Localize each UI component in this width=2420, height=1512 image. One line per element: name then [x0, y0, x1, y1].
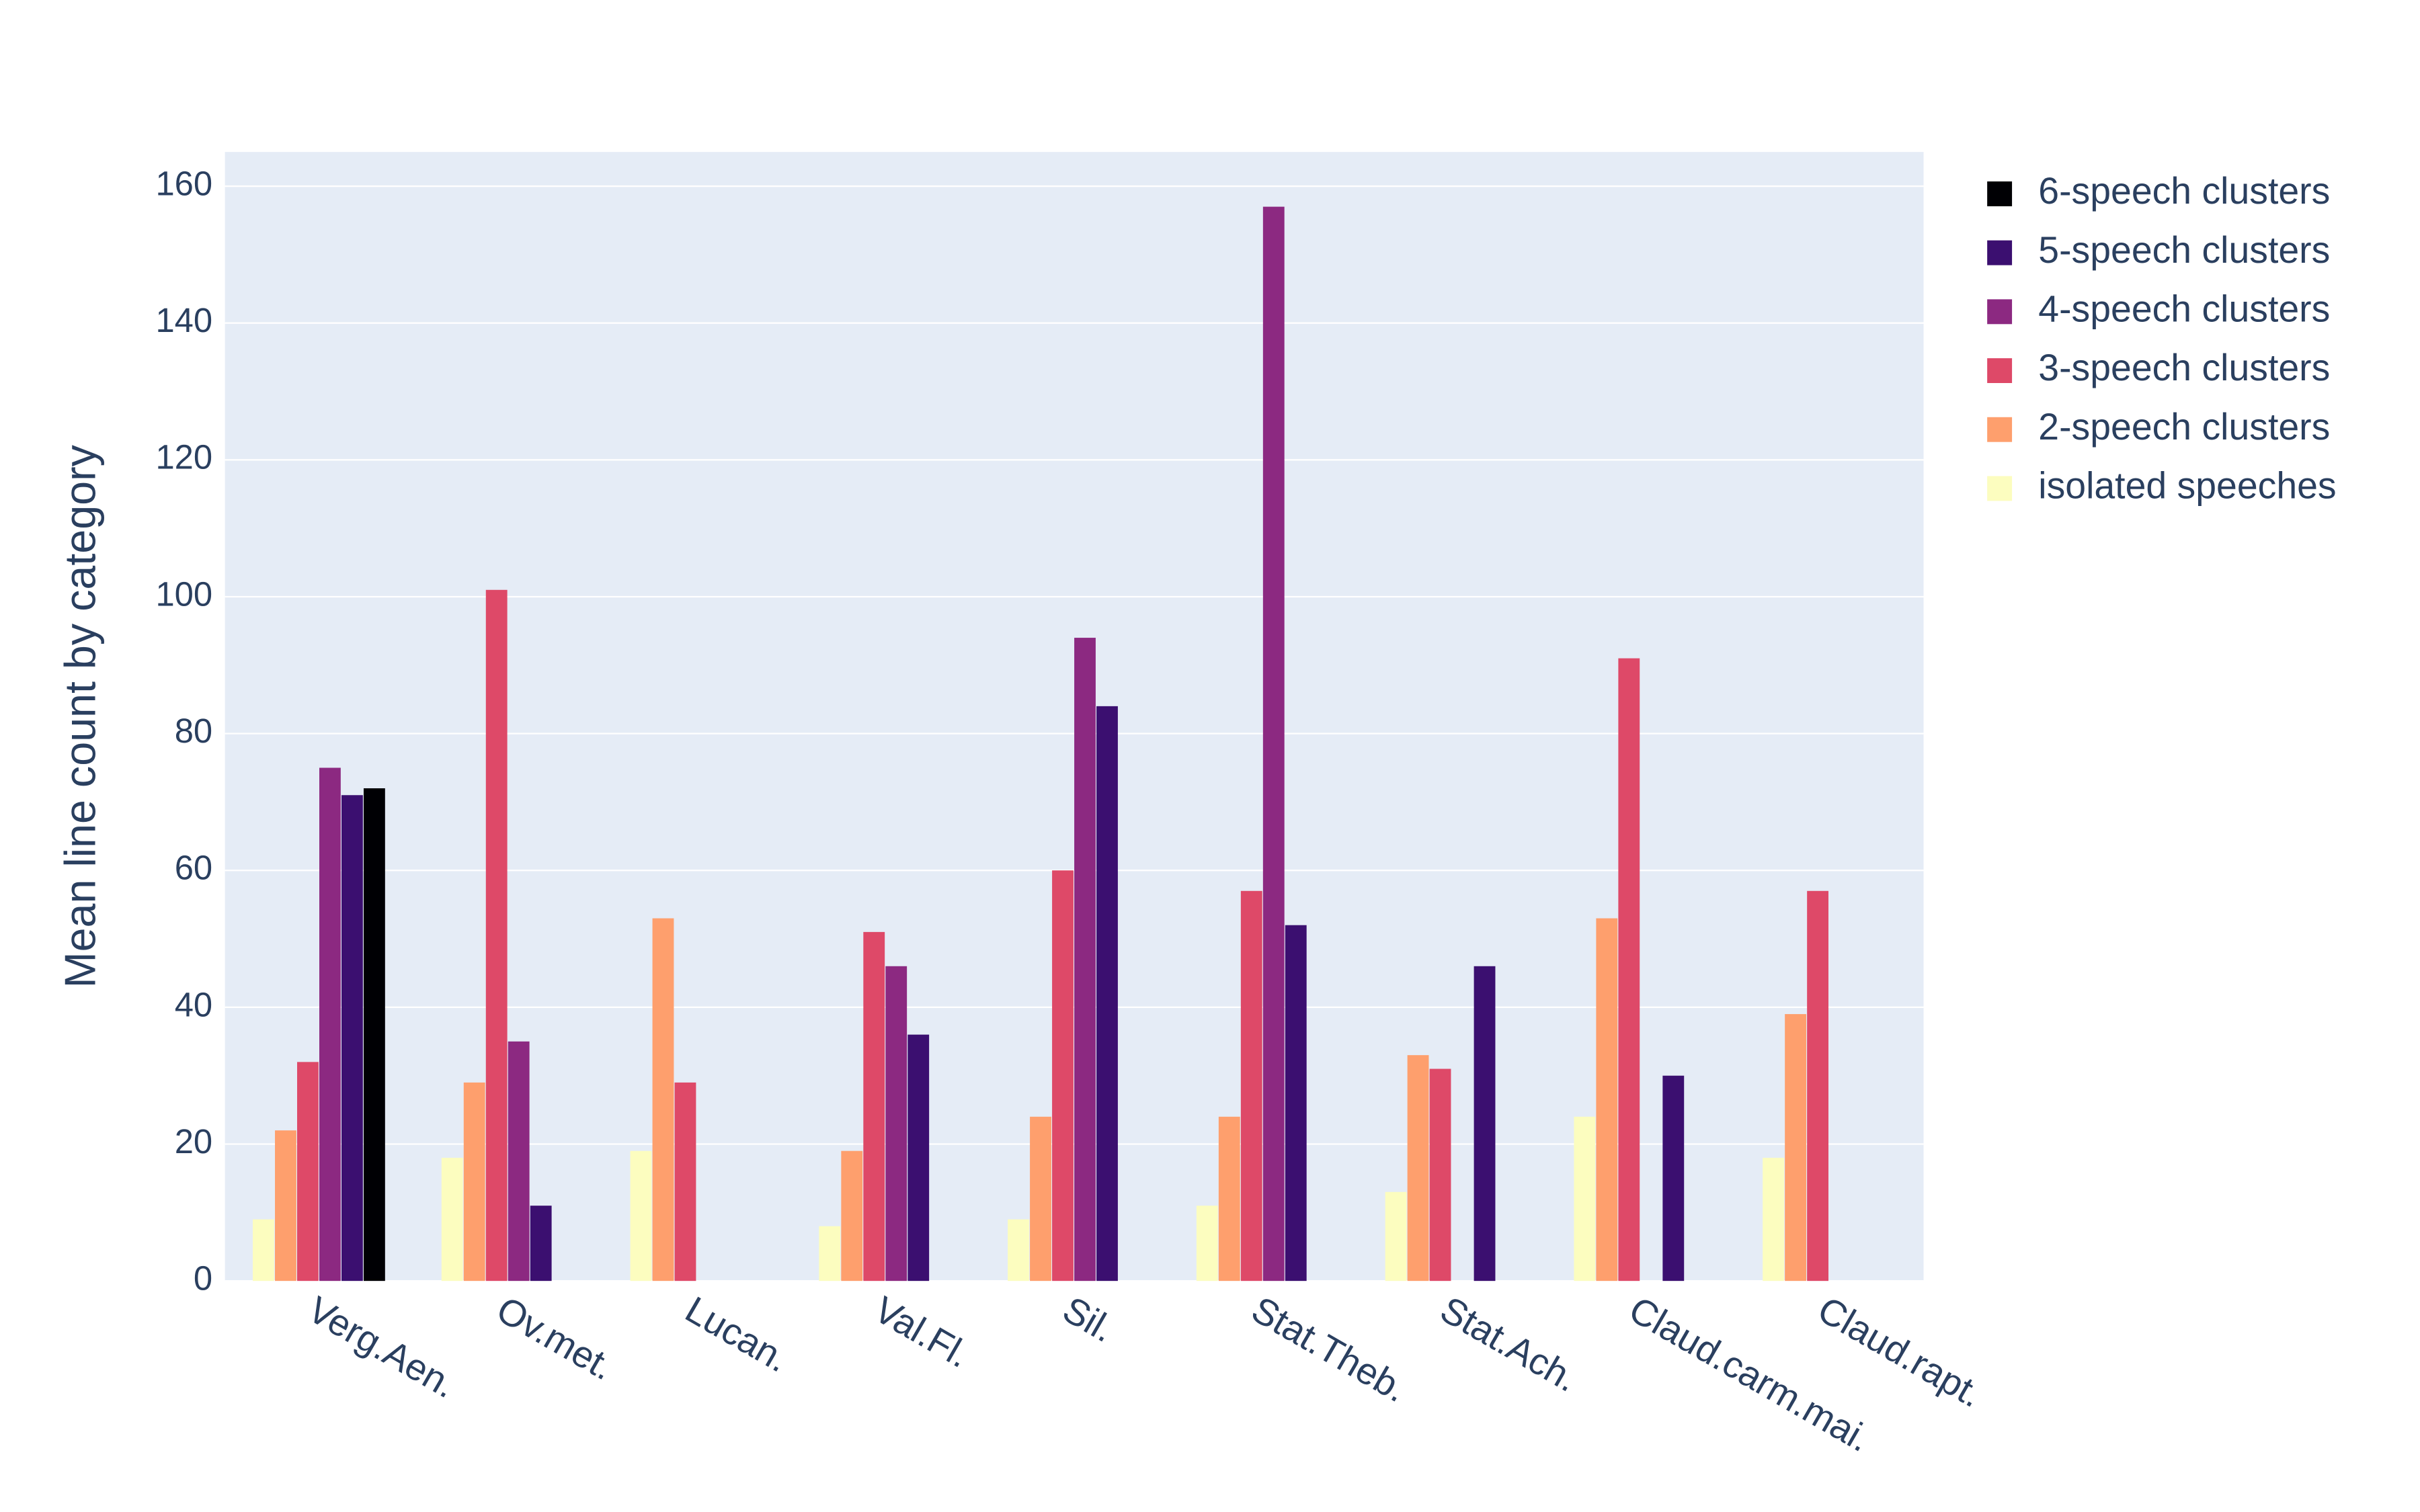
bar	[485, 589, 508, 1282]
bar	[319, 767, 341, 1282]
x-tick-label: Stat.Ach.	[1433, 1288, 1585, 1400]
bar	[1474, 966, 1496, 1282]
bar	[275, 1130, 296, 1282]
legend-label: 3-speech clusters	[2038, 347, 2330, 388]
y-tick-label: 20	[175, 1122, 212, 1161]
bar	[463, 1082, 485, 1282]
y-tick-label: 0	[194, 1259, 212, 1298]
bar	[508, 1041, 530, 1282]
bar	[1285, 925, 1307, 1282]
bar	[1807, 890, 1828, 1282]
y-tick-label: 80	[175, 712, 212, 750]
bar	[1052, 870, 1074, 1282]
x-tick-label: Val.Fl.	[867, 1288, 977, 1376]
bar	[819, 1226, 841, 1282]
x-tick-label: Sil.	[1056, 1288, 1122, 1350]
bar	[1574, 1116, 1596, 1282]
legend-swatch	[1987, 358, 2013, 383]
bar	[441, 1157, 463, 1282]
bar	[1096, 706, 1118, 1282]
bar	[1596, 918, 1618, 1282]
bar	[363, 788, 385, 1282]
bar	[1429, 1068, 1451, 1282]
bar	[1763, 1157, 1785, 1282]
legend-label: isolated speeches	[2038, 465, 2336, 507]
legend-swatch	[1987, 476, 2013, 501]
bar	[908, 1034, 930, 1282]
y-tick-label: 100	[155, 575, 212, 613]
bar	[1030, 1116, 1051, 1282]
bar	[341, 795, 363, 1282]
bar	[841, 1150, 863, 1282]
y-tick-label: 140	[155, 301, 212, 339]
x-tick-label: Verg.Aen.	[301, 1288, 464, 1406]
bar	[1262, 206, 1285, 1282]
bar	[253, 1219, 274, 1282]
x-tick-label: Lucan.	[678, 1288, 796, 1380]
legend-label: 5-speech clusters	[2038, 229, 2330, 271]
legend-label: 2-speech clusters	[2038, 406, 2330, 448]
bar	[1618, 658, 1640, 1282]
y-tick-label: 160	[155, 164, 212, 202]
y-tick-label: 120	[155, 438, 212, 476]
bar	[1218, 1116, 1240, 1282]
y-tick-label: 60	[175, 849, 212, 887]
bar	[1008, 1219, 1029, 1282]
x-tick-label: Ov.met.	[490, 1288, 621, 1388]
x-tick-label: Claud.rapt.	[1811, 1288, 1990, 1415]
bar	[885, 966, 908, 1282]
y-axis-title: Mean line count by category	[56, 444, 105, 988]
bar	[1662, 1075, 1685, 1282]
bar	[674, 1082, 696, 1282]
legend-swatch	[1987, 299, 2013, 325]
bar	[630, 1150, 652, 1282]
bar	[1785, 1014, 1807, 1282]
legend-swatch	[1987, 181, 2013, 206]
bar	[1407, 1055, 1429, 1282]
legend-label: 6-speech clusters	[2038, 170, 2330, 212]
bar	[652, 918, 674, 1282]
legend-swatch	[1987, 417, 2013, 442]
legend-label: 4-speech clusters	[2038, 288, 2330, 329]
legend-swatch	[1987, 240, 2013, 265]
bar	[1074, 638, 1096, 1282]
bar	[863, 931, 885, 1282]
y-tick-label: 40	[175, 985, 212, 1023]
bar	[297, 1062, 319, 1282]
bar	[1196, 1206, 1218, 1282]
bar	[1385, 1191, 1407, 1282]
x-tick-label: Stat.Theb.	[1245, 1288, 1414, 1410]
bar	[530, 1206, 552, 1282]
bar	[1240, 890, 1262, 1282]
